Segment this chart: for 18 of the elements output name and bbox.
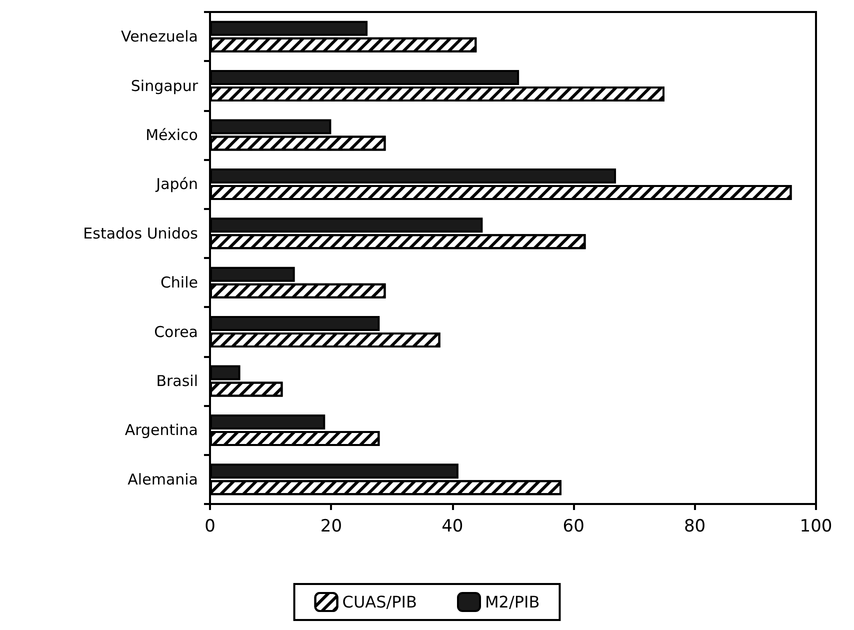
x-tick-label: 60 [562,516,584,536]
y-tick-label: Argentina [124,421,198,440]
y-tick-label: Venezuela [120,28,198,46]
y-tick-label: Singapur [130,76,199,95]
y-tick-label: México [146,126,198,144]
x-tick-label: 80 [684,516,706,536]
x-tick-label: 0 [204,516,216,536]
y-tick-label: Chile [160,274,198,292]
y-tick-label: Brasil [156,372,198,390]
y-tick-label: Alemania [128,470,198,488]
x-tick-label: 20 [320,516,342,536]
x-tick-label: 40 [442,516,464,536]
y-tick-label: Corea [154,322,198,341]
legend-label: M2/PIB [485,592,540,612]
y-tick-label: Estados Unidos [83,224,198,242]
x-tick-label: 100 [800,516,832,536]
legend-label: CUAS/PIB [342,592,417,612]
y-tick-label: Japón [155,175,198,194]
